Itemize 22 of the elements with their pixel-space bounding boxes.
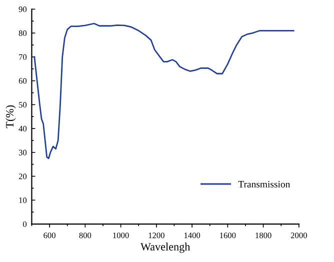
x-tick-label: 1400 <box>184 232 200 238</box>
y-tick-label: 30 <box>18 150 27 156</box>
y-tick-label: 50 <box>19 102 27 108</box>
y-tick-label: 70 <box>19 54 27 60</box>
x-axis-title: Wavelengh <box>140 242 190 253</box>
line-series <box>34 22 294 160</box>
x-tick-label: 600 <box>44 232 56 238</box>
y-tick-label: 20 <box>18 174 27 180</box>
legend-label: Transmission <box>238 180 290 188</box>
x-tick-label: 800 <box>79 232 92 238</box>
y-tick-label: 60 <box>18 78 27 84</box>
y-tick-label: 90 <box>18 6 27 12</box>
x-tick-label: 1600 <box>220 232 236 238</box>
x-tick-label: 1800 <box>256 232 272 238</box>
y-axis-title: T(%) <box>6 105 16 128</box>
y-tick-label: 10 <box>19 197 27 204</box>
y-tick-label: 40 <box>18 126 27 132</box>
y-tick-label: 80 <box>18 30 27 36</box>
x-tick-label: 1000 <box>113 232 129 238</box>
x-tick-label: 2000 <box>290 232 307 238</box>
x-tick-label: 1200 <box>148 232 164 238</box>
y-tick-label: 0 <box>23 221 27 227</box>
